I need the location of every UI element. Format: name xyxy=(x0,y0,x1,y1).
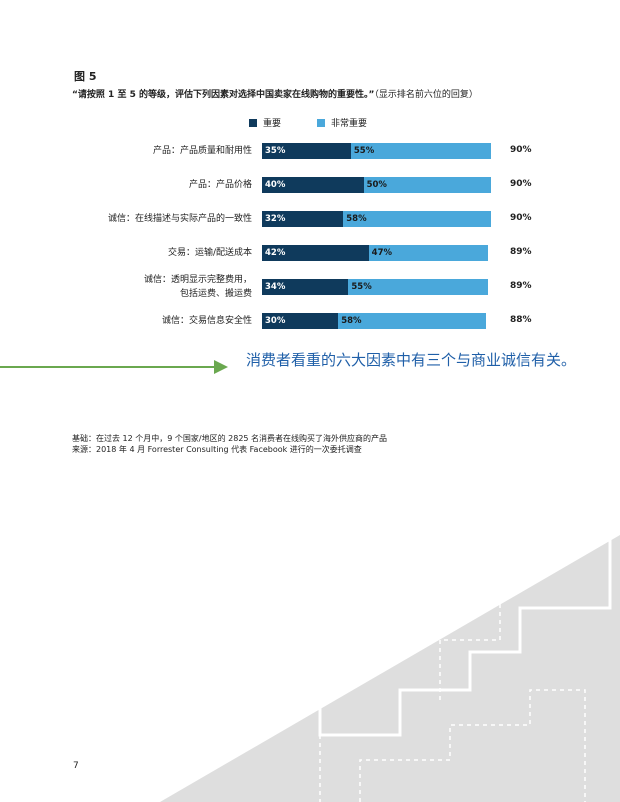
footnote: 基础：在过去 12 个月中，9 个国家/地区的 2825 名消费者在线购买了海外… xyxy=(72,433,387,455)
category-label-line: 交易：运输/配送成本 xyxy=(167,248,252,258)
basis-note: 基础：在过去 12 个月中，9 个国家/地区的 2825 名消费者在线购买了海外… xyxy=(72,434,388,443)
bar-very-important: 47% xyxy=(368,245,489,261)
legend-label-very-important: 非常重要 xyxy=(331,119,368,129)
key-insight-callout: 消费者看重的六大因素中有三个与商业诚信有关。 xyxy=(246,351,577,369)
category-label-line: 诚信：交易信息安全性 xyxy=(161,316,252,326)
total-label: 90% xyxy=(510,213,532,223)
category-label: 产品：产品价格 xyxy=(189,178,252,192)
data-label: 32% xyxy=(265,214,286,224)
arrow-icon xyxy=(0,360,228,374)
data-label: 58% xyxy=(346,214,367,224)
data-label: 50% xyxy=(366,180,387,190)
category-label-line: 诚信：透明显示完整费用， xyxy=(143,275,252,285)
total-label: 89% xyxy=(510,247,532,257)
data-label: 40% xyxy=(265,180,286,190)
data-label: 55% xyxy=(351,282,372,292)
bar-very-important: 58% xyxy=(338,313,486,329)
data-label: 34% xyxy=(265,282,286,292)
bar-very-important: 58% xyxy=(343,211,491,227)
total-label: 90% xyxy=(510,145,532,155)
category-label: 产品：产品质量和耐用性 xyxy=(153,144,252,158)
legend-swatch-important xyxy=(249,118,257,127)
bar-very-important: 55% xyxy=(348,279,489,295)
total-label: 88% xyxy=(510,315,532,325)
data-label: 30% xyxy=(265,316,286,326)
category-label-line: 产品：产品质量和耐用性 xyxy=(152,146,252,156)
data-label: 47% xyxy=(371,248,393,258)
legend-label-important: 重要 xyxy=(263,119,282,129)
chart-legend: 重要 非常重要 xyxy=(249,116,403,129)
bar-important: 34% xyxy=(262,279,349,295)
bar-important: 35% xyxy=(262,143,351,159)
question-note: （显示排名前六位的回复） xyxy=(374,90,478,100)
legend-item-important: 重要 xyxy=(249,116,281,129)
bar-important: 30% xyxy=(262,313,339,329)
source-note: 来源：2018 年 4 月 Forrester Consulting 代表 Fa… xyxy=(72,445,362,454)
category-label: 诚信：在线描述与实际产品的一致性 xyxy=(108,212,252,226)
data-label: 35% xyxy=(265,146,286,156)
page-number: 7 xyxy=(73,761,79,771)
bar-very-important: 50% xyxy=(363,177,491,193)
legend-swatch-very-important xyxy=(317,118,326,127)
question-text: “请按照 1 至 5 的等级，评估下列因素对选择中国卖家在线购物的重要性。” xyxy=(72,90,375,100)
data-label: 55% xyxy=(353,146,375,156)
bar-important: 32% xyxy=(262,211,344,227)
bar-important: 42% xyxy=(262,245,369,261)
total-label: 90% xyxy=(510,179,532,189)
data-label: 42% xyxy=(265,248,286,258)
bar-important: 40% xyxy=(262,177,364,193)
category-label: 诚信：交易信息安全性 xyxy=(162,314,252,328)
category-label: 诚信：透明显示完整费用， 包括运费、搬运费 xyxy=(144,273,252,301)
category-label-line: 诚信：在线描述与实际产品的一致性 xyxy=(107,214,252,224)
total-label: 89% xyxy=(510,281,532,291)
category-label-line: 包括运费、搬运费 xyxy=(179,289,252,299)
legend-item-very-important: 非常重要 xyxy=(317,116,367,129)
survey-question: “请按照 1 至 5 的等级，评估下列因素对选择中国卖家在线购物的重要性。”（显… xyxy=(72,87,478,100)
figure-label: 图 5 xyxy=(74,70,97,83)
data-label: 58% xyxy=(341,316,362,326)
bar-very-important: 55% xyxy=(350,143,491,159)
category-label-line: 产品：产品价格 xyxy=(188,180,252,190)
category-label: 交易：运输/配送成本 xyxy=(168,246,252,260)
